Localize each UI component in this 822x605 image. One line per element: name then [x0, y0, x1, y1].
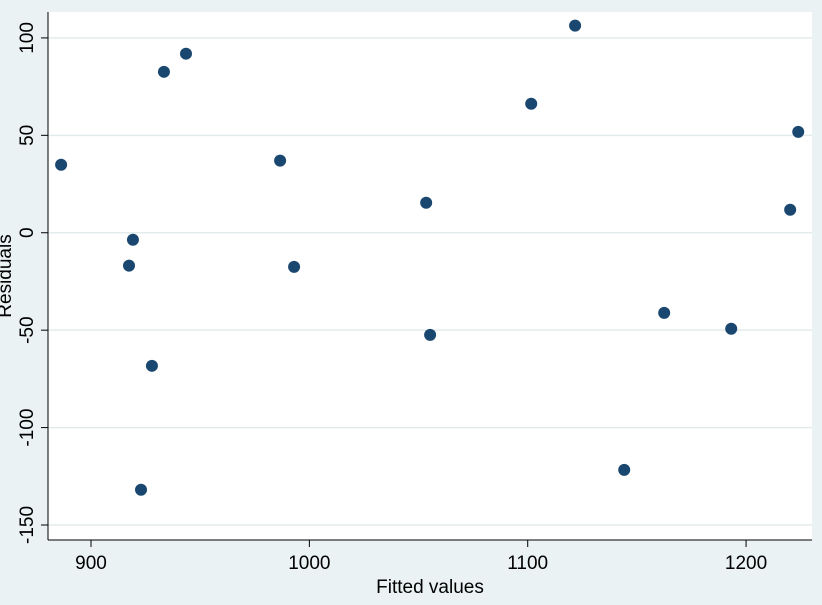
x-tick-label: 1200 — [725, 553, 767, 574]
point — [424, 328, 437, 341]
point — [179, 47, 192, 60]
point — [288, 260, 301, 273]
point — [274, 154, 287, 167]
point — [55, 158, 68, 171]
y-tick-label: -150 — [17, 506, 38, 544]
y-tick-label: 0 — [17, 227, 38, 238]
y-tick-label: -100 — [17, 409, 38, 447]
point — [784, 203, 797, 216]
x-tick-label: 1100 — [507, 553, 548, 574]
point — [569, 19, 582, 32]
point — [618, 463, 631, 476]
point — [126, 233, 139, 246]
plot-area — [48, 12, 812, 540]
x-tick-label: 900 — [75, 553, 107, 574]
point — [792, 125, 805, 138]
y-tick-label: 50 — [17, 125, 38, 146]
point — [725, 322, 738, 335]
y-axis-title: Residuals — [0, 234, 16, 317]
point — [157, 65, 170, 78]
y-tick-label: -50 — [17, 316, 38, 343]
point — [420, 196, 433, 209]
x-tick-label: 1000 — [288, 553, 330, 574]
point — [658, 306, 671, 319]
x-axis-title: Fitted values — [376, 577, 484, 598]
point — [135, 483, 148, 496]
point — [145, 359, 158, 372]
point — [525, 97, 538, 110]
point — [123, 259, 136, 272]
y-tick-label: 100 — [17, 22, 38, 54]
